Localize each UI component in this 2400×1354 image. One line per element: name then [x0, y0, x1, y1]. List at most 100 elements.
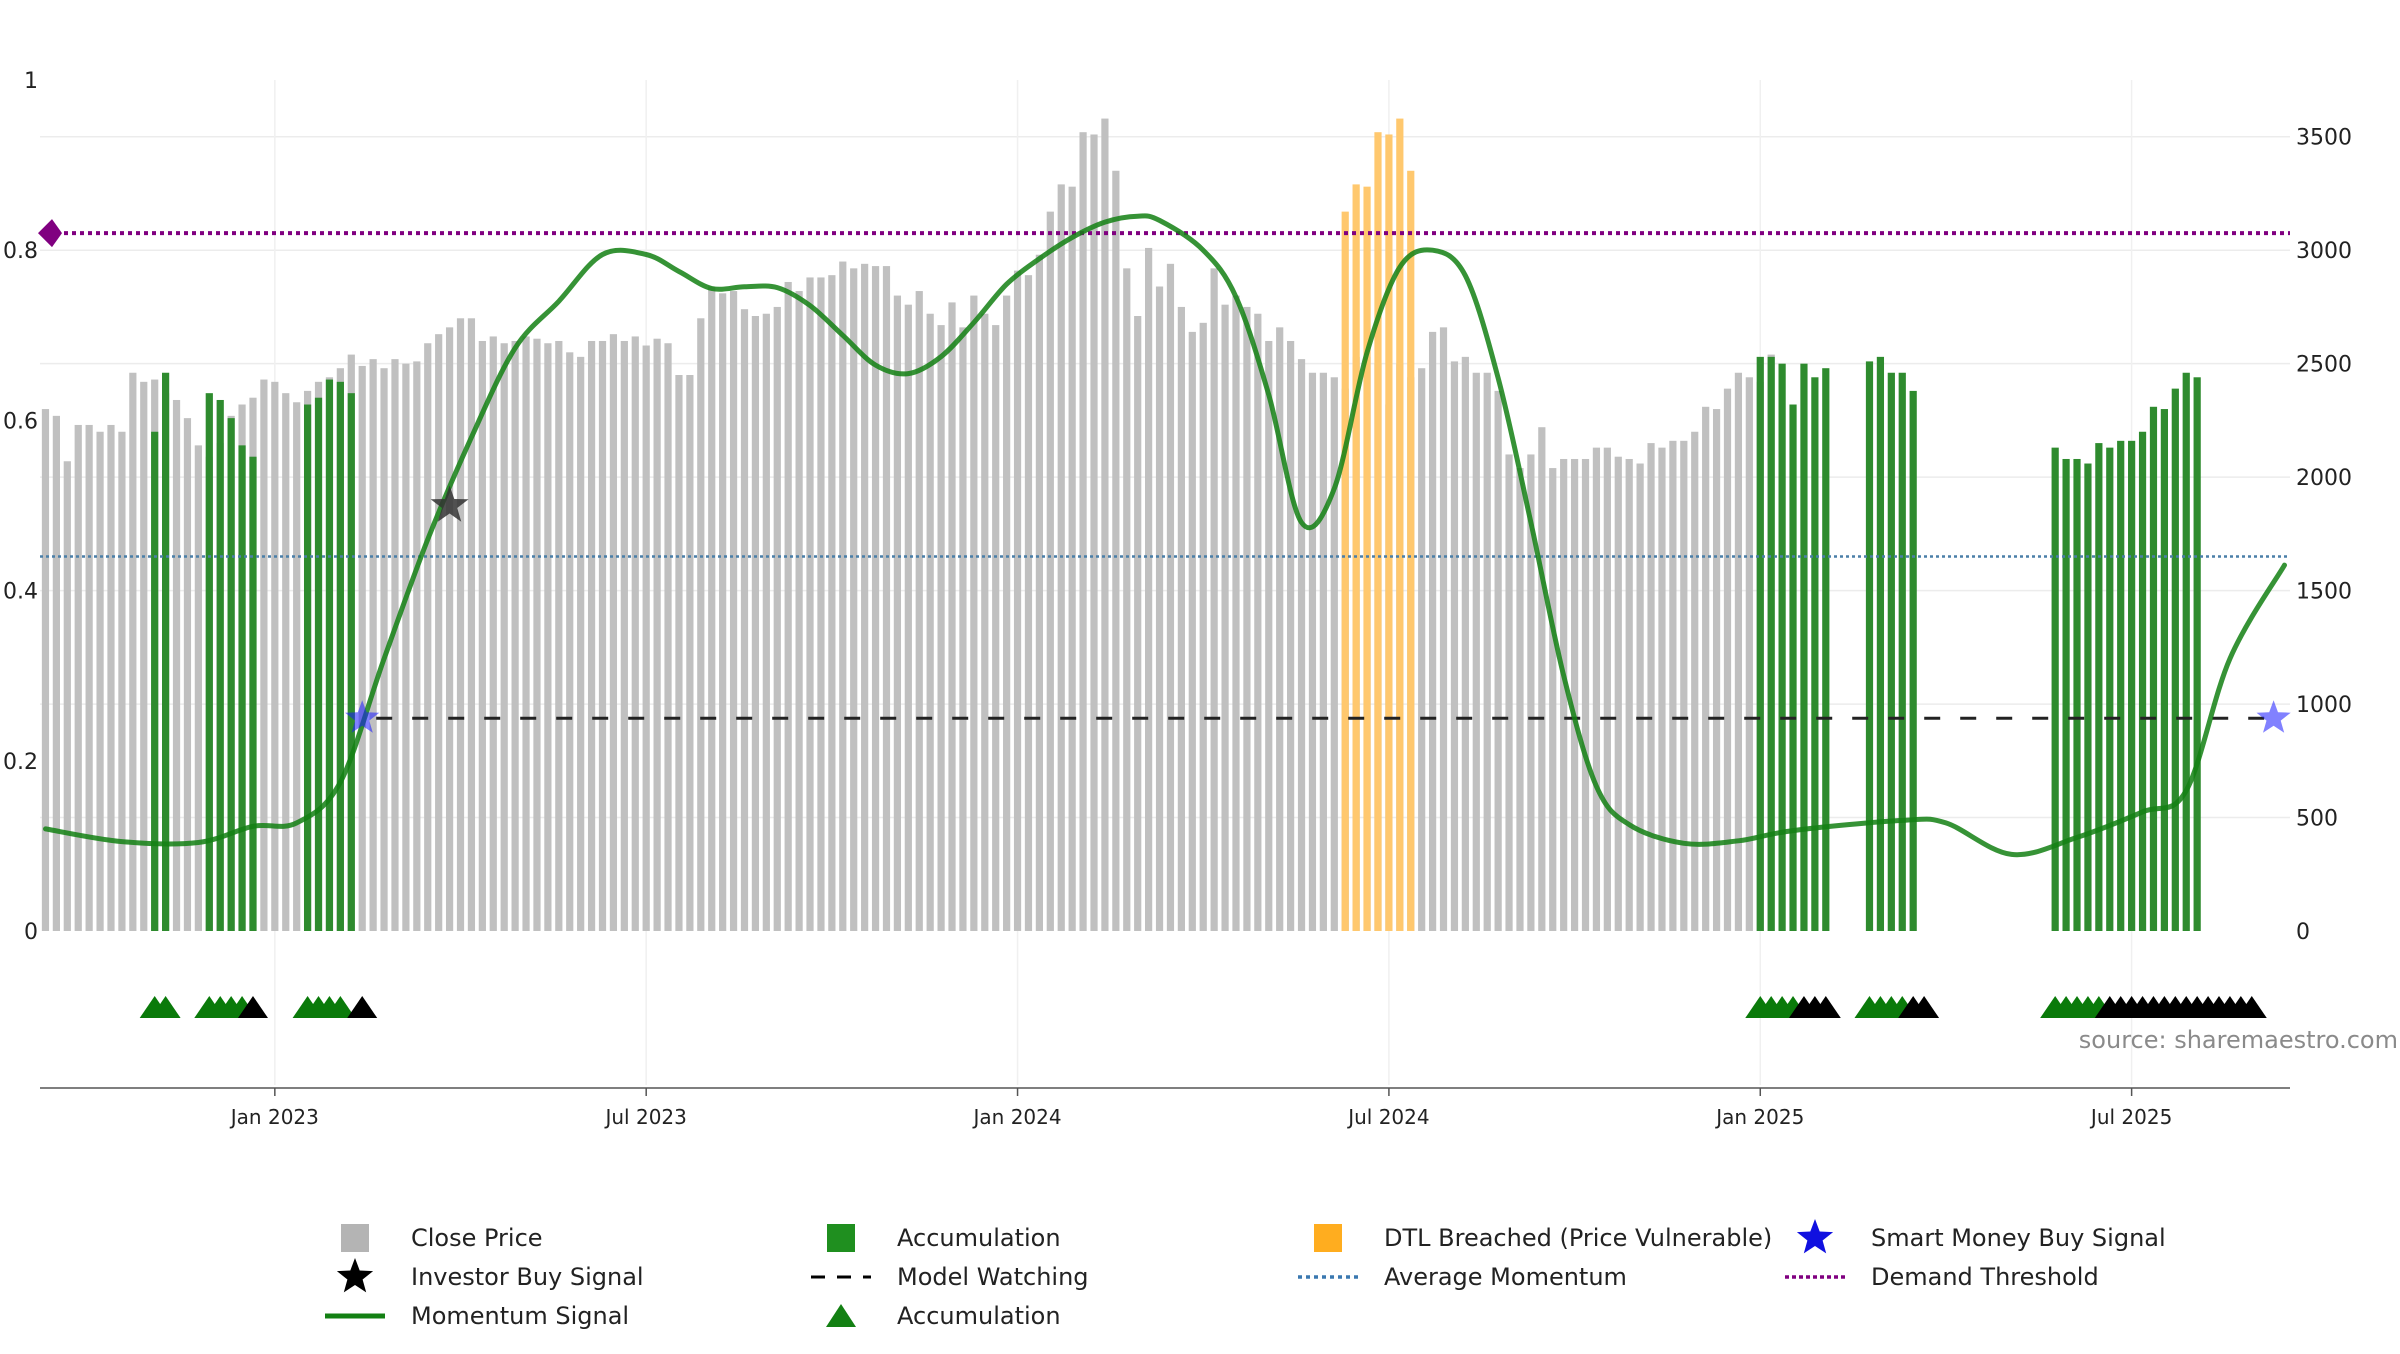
legend-label: Accumulation — [897, 1224, 1061, 1252]
close-bar — [74, 424, 82, 931]
close-bar — [478, 340, 486, 931]
legend-item-momentum-signal: Momentum Signal — [325, 1302, 629, 1330]
right-tick-label: 3000 — [2296, 239, 2352, 264]
accumulation-bar — [2193, 377, 2201, 931]
close-bar — [456, 318, 465, 931]
close-bar — [1658, 447, 1666, 931]
left-tick-label: 0.6 — [3, 409, 38, 434]
close-bar — [620, 340, 628, 931]
close-bar — [948, 302, 956, 931]
close-bar — [871, 266, 880, 931]
accumulation-bar — [2095, 443, 2103, 931]
dtl-bar — [1363, 186, 1371, 931]
right-tick-label: 0 — [2296, 920, 2310, 945]
close-bar — [882, 266, 891, 931]
accumulation-bar — [205, 393, 213, 932]
close-bar — [1527, 454, 1535, 931]
close-bar — [664, 343, 672, 931]
axes: Jan 2023 Jul 2023 Jan 2024 Jul 2024 Jan 2025… — [3, 69, 2352, 1129]
accumulation-bar — [1767, 356, 1775, 932]
price-bars — [41, 118, 2201, 932]
close-bar — [1549, 468, 1557, 931]
left-tick-label: 0.8 — [3, 239, 38, 264]
close-bar — [282, 393, 290, 932]
close-bar — [1538, 427, 1546, 931]
legend-label: Average Momentum — [1384, 1263, 1627, 1291]
close-bar — [1723, 388, 1732, 931]
close-bar — [1647, 443, 1655, 931]
source-label: source: sharemaestro.com — [2079, 1026, 2398, 1054]
legend-item-investor-buy-signal: Investor Buy Signal — [336, 1258, 644, 1293]
left-tick-label: 1 — [24, 69, 38, 94]
close-bar — [1101, 118, 1109, 931]
smart-money-buy-signal — [2256, 700, 2291, 733]
close-bar — [1494, 390, 1502, 931]
close-bar — [1691, 431, 1699, 931]
legend-label: Investor Buy Signal — [411, 1263, 644, 1291]
close-bar — [52, 415, 60, 931]
close-bar — [1734, 372, 1743, 931]
close-bar — [1712, 409, 1721, 931]
left-tick-label: 0 — [24, 920, 38, 945]
accumulation-bar — [2171, 388, 2179, 931]
accumulation-bar — [2128, 440, 2136, 931]
close-bar — [839, 261, 847, 932]
legend-item-smart-money-buy-signal: Smart Money Buy Signal — [1796, 1219, 2166, 1254]
accumulation-bar — [162, 372, 170, 931]
close-bar — [784, 281, 792, 931]
close-bar — [904, 304, 912, 931]
close-bar — [828, 275, 836, 931]
close-bar — [926, 313, 934, 931]
close-bar — [992, 325, 1000, 931]
accumulation-bar — [238, 445, 246, 931]
close-bar — [1636, 463, 1644, 931]
legend-label: Demand Threshold — [1871, 1263, 2099, 1291]
close-bar — [642, 345, 650, 932]
legend-item-accumulation: Accumulation — [826, 1302, 1061, 1330]
close-bar — [555, 340, 563, 931]
close-bar — [1428, 331, 1437, 931]
dtl-bar — [1374, 132, 1382, 931]
close-bar — [631, 336, 639, 931]
close-bar — [1265, 340, 1273, 931]
close-bar — [140, 381, 148, 932]
close-bar — [1439, 327, 1448, 932]
close-bar — [806, 277, 814, 931]
close-bar — [1418, 368, 1426, 931]
close-bar — [1079, 132, 1087, 931]
legend-label: Close Price — [411, 1224, 543, 1252]
close-bar — [1680, 440, 1688, 931]
accumulation-bar — [2117, 440, 2125, 931]
accumulation-bar — [314, 397, 323, 931]
close-bar — [402, 363, 410, 932]
accumulation-bar — [2182, 372, 2190, 931]
investor-marker — [347, 996, 378, 1018]
accumulation-bar — [2106, 447, 2114, 931]
accumulation-bar — [2062, 458, 2070, 931]
accumulation-bar — [1887, 372, 1895, 931]
accumulation-bar — [1876, 356, 1885, 932]
close-bar — [500, 343, 508, 931]
dtl-bar — [1396, 118, 1404, 931]
accumulation-bar — [303, 404, 312, 932]
close-bar — [1199, 322, 1207, 931]
close-bar — [85, 424, 93, 931]
legend-swatch — [341, 1224, 369, 1252]
close-bar — [587, 340, 596, 931]
close-bar — [435, 334, 443, 931]
investor-marker — [237, 996, 268, 1018]
close-bar — [129, 372, 137, 931]
close-bar — [271, 381, 279, 932]
accumulation-bar — [2138, 431, 2147, 931]
close-bar — [118, 431, 126, 931]
right-tick-label: 3500 — [2296, 126, 2352, 151]
close-bar — [1123, 268, 1131, 931]
accumulation-bar — [249, 456, 257, 931]
legend: Close Price Accumulation DTL Breached (Pri… — [325, 1219, 2166, 1330]
accumulation-bar — [1865, 361, 1874, 931]
close-bar — [293, 402, 301, 931]
legend-star — [1796, 1219, 1834, 1254]
close-bar — [719, 293, 727, 931]
close-bar — [893, 295, 902, 931]
